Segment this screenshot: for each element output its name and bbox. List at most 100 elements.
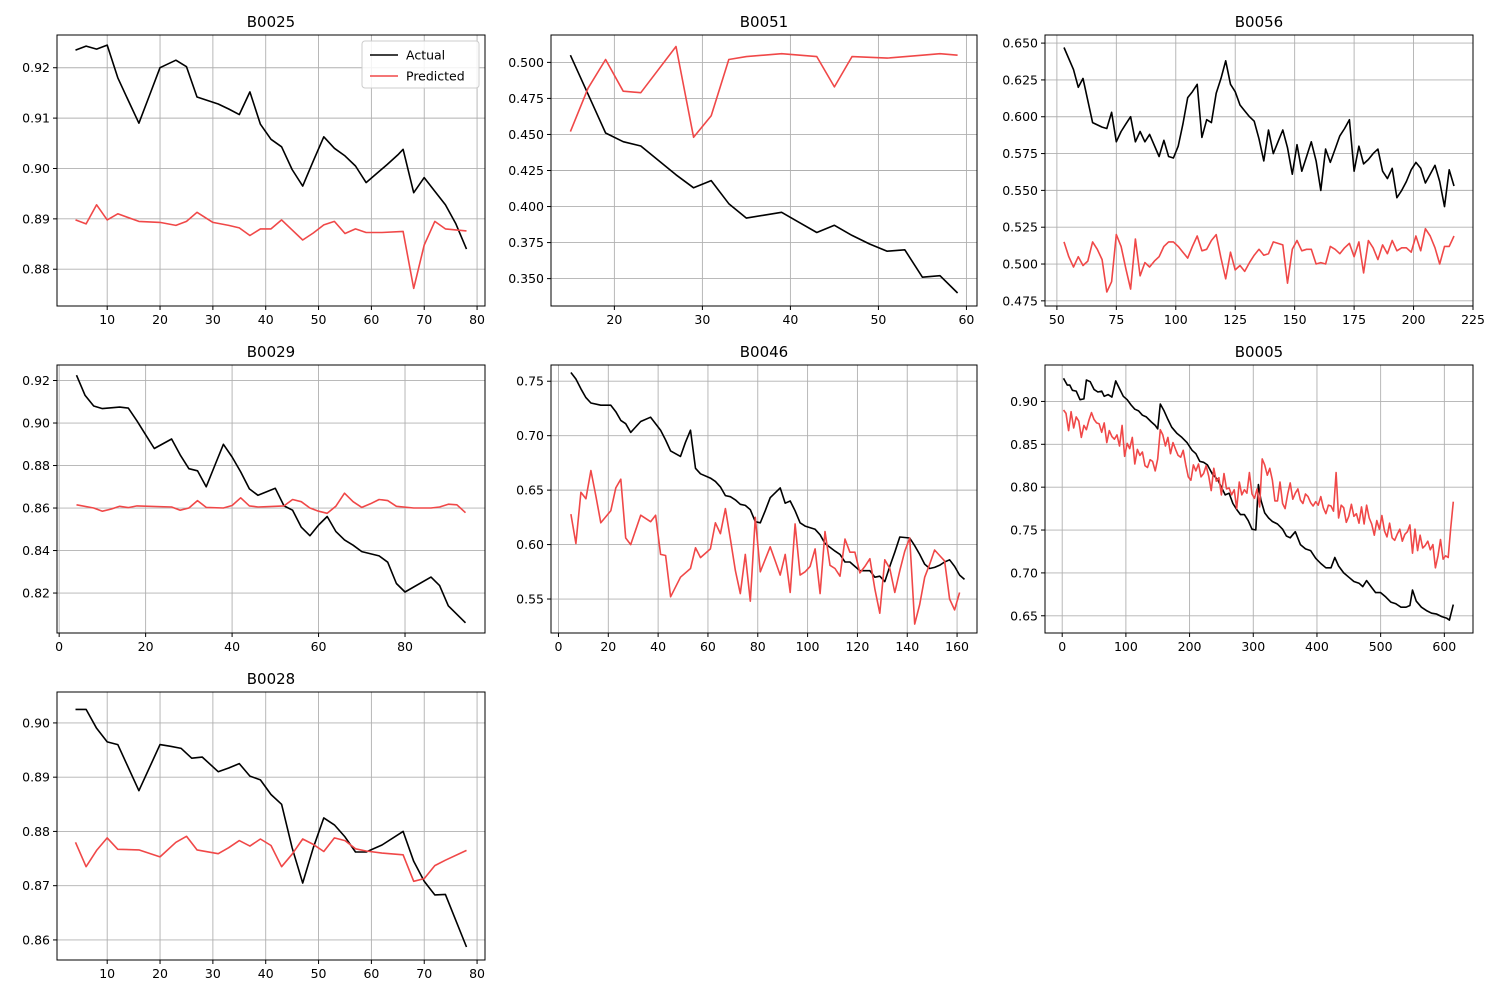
subplot-B0028: B0028 10 20 30 40 50 60 70 80 0.86 0.87 0.88 0.89 0.9… [22,670,486,981]
x-tick-label: 10 [99,312,115,327]
axes-frame [1044,34,1474,307]
y-tick-label: 0.60 [516,537,544,552]
x-tick-label: 150 [1283,312,1307,327]
series-line-actual [75,44,468,250]
subplot-title: B0005 [1235,343,1283,361]
y-tick-label: 0.92 [22,60,50,75]
y-tick-label: 0.350 [508,271,544,286]
series-line-predicted [1063,227,1455,293]
y-tick-label: 0.89 [22,770,50,785]
subplot-B0029: B0029 0 20 40 60 80 0.82 0.84 0.86 0.88 0.90 0.92 [22,343,486,654]
x-tick-label: 160 [945,639,969,654]
axes-frame [550,34,978,307]
x-tick-label: 50 [1049,312,1065,327]
y-tick-label: 0.550 [1002,183,1038,198]
y-tick-label: 0.625 [1002,72,1038,87]
x-tick-label: 200 [1178,639,1202,654]
subplot-B0005: B0005 0 100 200 300 400 500 600 0.65 0.70 0.75 0.80… [1010,343,1474,654]
x-tick-label: 40 [258,966,274,981]
x-tick-label: 20 [600,639,616,654]
x-tick-label: 40 [224,639,240,654]
y-tick-label: 0.450 [508,127,544,142]
axes-frame [1044,364,1474,634]
y-tick-label: 0.500 [1002,257,1038,272]
subplot-title: B0029 [247,343,295,361]
x-tick-label: 60 [958,312,974,327]
y-tick-label: 0.425 [508,163,544,178]
x-tick-label: 30 [205,966,221,981]
subplot-title: B0028 [247,670,295,688]
series-line-actual [75,374,467,624]
subplot-title: B0051 [740,13,788,31]
series-line-actual [75,708,468,948]
x-tick-label: 50 [311,312,327,327]
axes-frame [56,364,486,634]
x-tick-label: 50 [870,312,886,327]
x-tick-label: 0 [554,639,562,654]
x-tick-label: 20 [152,966,168,981]
series-line-predicted [75,204,467,290]
y-tick-label: 0.90 [1010,394,1038,409]
x-tick-label: 20 [138,639,154,654]
y-tick-label: 0.90 [22,715,50,730]
axes-frame [56,34,486,307]
y-tick-label: 0.65 [1010,608,1038,623]
subplot-B0056: B0056 50 75 100 125 150 175 200 225 0.475 0.500 0.5… [1002,13,1485,327]
x-tick-label: 80 [469,312,485,327]
x-tick-label: 70 [416,312,432,327]
y-tick-label: 0.525 [1002,220,1038,235]
series-line-actual [1063,47,1455,208]
x-tick-label: 125 [1223,312,1247,327]
legend-label-actual: Actual [406,48,445,63]
y-tick-label: 0.90 [22,161,50,176]
x-tick-label: 225 [1461,312,1485,327]
x-tick-label: 80 [750,639,766,654]
subplot-B0046: B0046 0 20 40 60 80 100 120 140 160 0.55 0.60 0.65 0.… [516,343,978,654]
y-tick-label: 0.86 [22,501,50,516]
y-tick-label: 0.92 [22,373,50,388]
subplot-title: B0056 [1235,13,1283,31]
x-tick-label: 140 [895,639,919,654]
x-tick-label: 80 [469,966,485,981]
x-tick-label: 75 [1108,312,1124,327]
x-tick-label: 300 [1241,639,1265,654]
x-tick-label: 40 [782,312,798,327]
series-line-predicted [76,492,467,515]
x-tick-label: 100 [1114,639,1138,654]
series-line-actual [1062,377,1455,621]
y-tick-label: 0.65 [516,483,544,498]
y-tick-label: 0.650 [1002,36,1038,51]
x-tick-label: 0 [1058,639,1066,654]
y-tick-label: 0.475 [1002,293,1038,308]
x-tick-label: 20 [152,312,168,327]
y-tick-label: 0.375 [508,235,544,250]
series-line-predicted [74,835,467,883]
legend-label-predicted: Predicted [406,69,465,84]
x-tick-label: 200 [1402,312,1426,327]
y-tick-label: 0.88 [22,458,50,473]
axes-frame [550,364,978,634]
y-tick-label: 0.84 [22,543,50,558]
series-line-actual [569,54,959,294]
x-tick-label: 40 [258,312,274,327]
x-tick-label: 100 [1164,312,1188,327]
x-tick-label: 600 [1432,639,1456,654]
subplot-B0025: B0025 10 20 30 40 50 60 70 80 0.88 0.89 0.90 0.91 0.9… [22,13,486,327]
subplot-B0051: B0051 20 30 40 50 60 0.350 0.375 0.400 0.425 0.450… [508,13,978,327]
x-tick-label: 60 [311,639,327,654]
x-tick-label: 120 [845,639,869,654]
series-line-predicted [570,469,961,625]
y-tick-label: 0.75 [516,374,544,389]
y-tick-label: 0.575 [1002,146,1038,161]
x-tick-label: 400 [1305,639,1329,654]
y-tick-label: 0.500 [508,55,544,70]
y-tick-label: 0.91 [22,111,50,126]
x-tick-label: 30 [694,312,710,327]
x-tick-label: 50 [311,966,327,981]
y-tick-label: 0.85 [1010,437,1038,452]
y-tick-label: 0.70 [1010,565,1038,580]
y-tick-label: 0.89 [22,211,50,226]
subplot-title: B0046 [740,343,788,361]
subplot-title: B0025 [247,13,295,31]
